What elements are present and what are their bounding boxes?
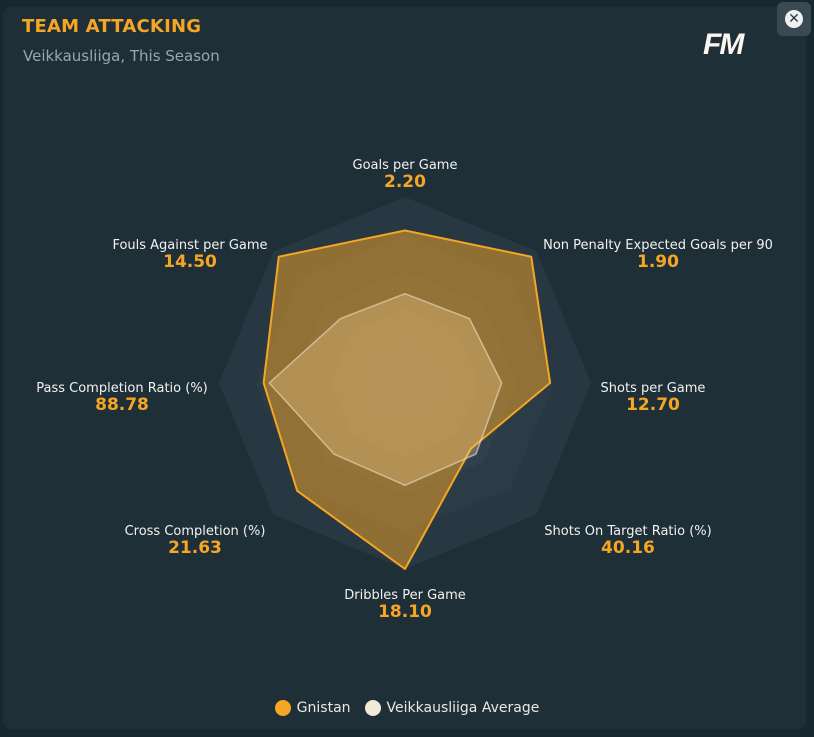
axis-value: 88.78 <box>95 395 149 415</box>
axis-label: Non Penalty Expected Goals per 90 1.90 <box>543 238 773 272</box>
legend-swatch-average <box>364 700 381 716</box>
axis-label: Cross Completion (%) 21.63 <box>125 524 266 558</box>
axis-label: Goals per Game 2.20 <box>353 158 458 192</box>
legend-swatch-team <box>274 700 291 716</box>
axis-name: Shots per Game <box>600 381 706 396</box>
axis-name: Cross Completion (%) <box>124 524 266 539</box>
axis-value: 12.70 <box>626 395 680 415</box>
axis-value: 14.50 <box>163 252 217 272</box>
legend-item-team[interactable]: Gnistan <box>274 700 351 716</box>
legend-item-average[interactable]: Veikkausliiga Average <box>364 700 540 716</box>
axis-name: Dribbles Per Game <box>344 588 466 603</box>
close-button[interactable]: ✕ <box>777 2 811 36</box>
legend-label: Gnistan <box>296 700 351 716</box>
axis-label: Fouls Against per Game 14.50 <box>112 238 267 272</box>
fm-logo: FM <box>703 28 744 61</box>
axis-name: Shots On Target Ratio (%) <box>544 524 712 539</box>
axis-name: Goals per Game <box>352 158 458 173</box>
axis-name: Pass Completion Ratio (%) <box>36 381 208 396</box>
radar-series-average[interactable] <box>268 292 503 487</box>
axis-value: 2.20 <box>384 172 426 192</box>
axis-value: 18.10 <box>378 602 432 622</box>
axis-value: 40.16 <box>601 538 655 558</box>
axis-value: 1.90 <box>637 252 679 272</box>
axis-label: Shots On Target Ratio (%) 40.16 <box>544 524 711 558</box>
axis-label: Shots per Game 12.70 <box>601 381 706 415</box>
page-title: TEAM ATTACKING <box>22 16 202 37</box>
legend-label: Veikkausliiga Average <box>386 700 540 716</box>
axis-value: 21.63 <box>168 538 222 558</box>
axis-label: Pass Completion Ratio (%) 88.78 <box>36 381 208 415</box>
legend: Gnistan Veikkausliiga Average <box>0 700 814 716</box>
radar-series-team[interactable] <box>262 229 552 570</box>
close-icon: ✕ <box>785 10 803 28</box>
axis-name: Non Penalty Expected Goals per 90 <box>543 238 773 253</box>
page-subtitle: Veikkausliiga, This Season <box>23 47 220 65</box>
axis-name: Fouls Against per Game <box>112 238 268 253</box>
axis-label: Dribbles Per Game 18.10 <box>344 588 466 622</box>
